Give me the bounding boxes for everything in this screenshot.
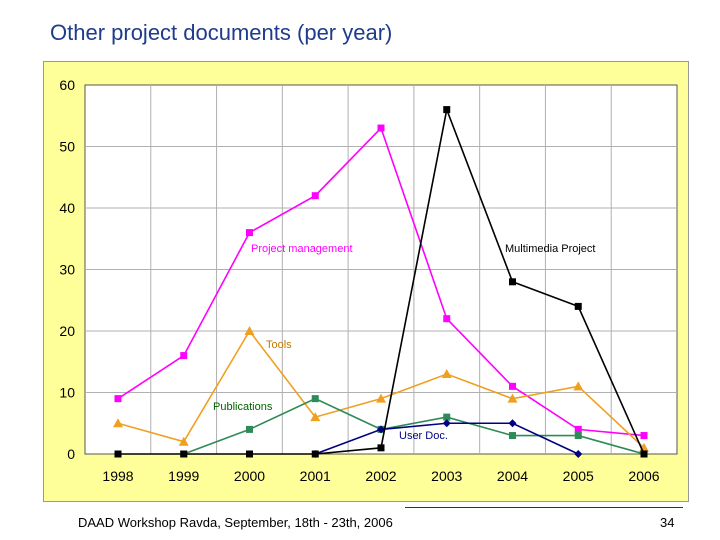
data-point-project-management (509, 382, 516, 390)
x-tick-label: 2004 (497, 468, 528, 484)
data-point-multimedia-project (114, 450, 122, 458)
data-point-tools (441, 369, 452, 379)
y-tick-label: 30 (59, 262, 75, 278)
x-tick-label: 2000 (234, 468, 265, 484)
y-tick-label: 50 (59, 139, 75, 155)
data-point-user-doc- (377, 425, 385, 434)
data-point-project-management (246, 229, 253, 237)
series-line-publications (183, 397, 645, 455)
data-point-publications (311, 395, 319, 403)
data-point-user-doc- (574, 450, 583, 458)
x-tick-label: 1998 (102, 468, 133, 484)
data-point-project-management (377, 124, 385, 132)
data-point-multimedia-project (443, 106, 451, 114)
data-point-tools (113, 418, 123, 428)
data-point-tools (507, 393, 518, 403)
x-tick-label: 2003 (431, 468, 462, 484)
y-tick-label: 60 (59, 77, 75, 93)
y-tick-label: 0 (67, 446, 75, 462)
page-number: 34 (660, 515, 675, 530)
y-tick-label: 10 (59, 385, 75, 401)
data-point-multimedia-project (574, 302, 582, 310)
slide-title: Other project documents (per year) (50, 20, 393, 45)
footer-divider (405, 507, 683, 508)
data-point-publications (509, 432, 516, 440)
line-chart: 0 10 20 30 40 50 60 1998 1999 2000 2001 2002 2003 200… (43, 61, 689, 502)
series-label: Publications (213, 401, 273, 413)
data-point-user-doc- (442, 419, 451, 428)
data-point-tools (178, 436, 189, 446)
data-point-project-management (114, 395, 122, 403)
data-point-project-management (640, 432, 648, 440)
data-point-project-management (311, 192, 319, 200)
x-tick-label: 2001 (300, 468, 331, 484)
series-label: Multimedia Project (505, 243, 595, 255)
data-point-publications (443, 413, 451, 421)
x-tick-label: 1999 (168, 468, 199, 484)
footer-text: DAAD Workshop Ravda, September, 18th - 2… (78, 515, 393, 530)
data-point-project-management (443, 315, 451, 323)
data-point-multimedia-project (246, 450, 253, 458)
data-point-publications (574, 432, 582, 440)
y-tick-label: 40 (59, 200, 75, 216)
data-point-tools (376, 393, 386, 403)
data-point-project-management (180, 352, 188, 360)
chart-area: 0 10 20 30 40 50 60 1998 1999 2000 2001 2002 2003 200… (43, 61, 689, 502)
data-point-user-doc- (508, 419, 517, 428)
x-tick-label: 2006 (628, 468, 659, 484)
data-point-project-management (574, 425, 582, 433)
y-tick-label: 20 (59, 323, 75, 339)
series-label: Tools (266, 339, 292, 351)
data-point-multimedia-project (509, 278, 516, 286)
data-point-multimedia-project (377, 444, 385, 452)
data-point-publications (246, 425, 253, 433)
data-point-tools (244, 326, 255, 335)
data-point-multimedia-project (311, 450, 319, 458)
data-point-multimedia-project (180, 450, 188, 458)
data-point-multimedia-project (640, 450, 648, 458)
data-point-tools (310, 412, 321, 422)
data-point-tools (573, 381, 584, 391)
x-tick-label: 2005 (563, 468, 594, 484)
series-label: Project management (251, 243, 353, 255)
x-tick-label: 2002 (365, 468, 396, 484)
series-label: User Doc. (399, 430, 448, 442)
